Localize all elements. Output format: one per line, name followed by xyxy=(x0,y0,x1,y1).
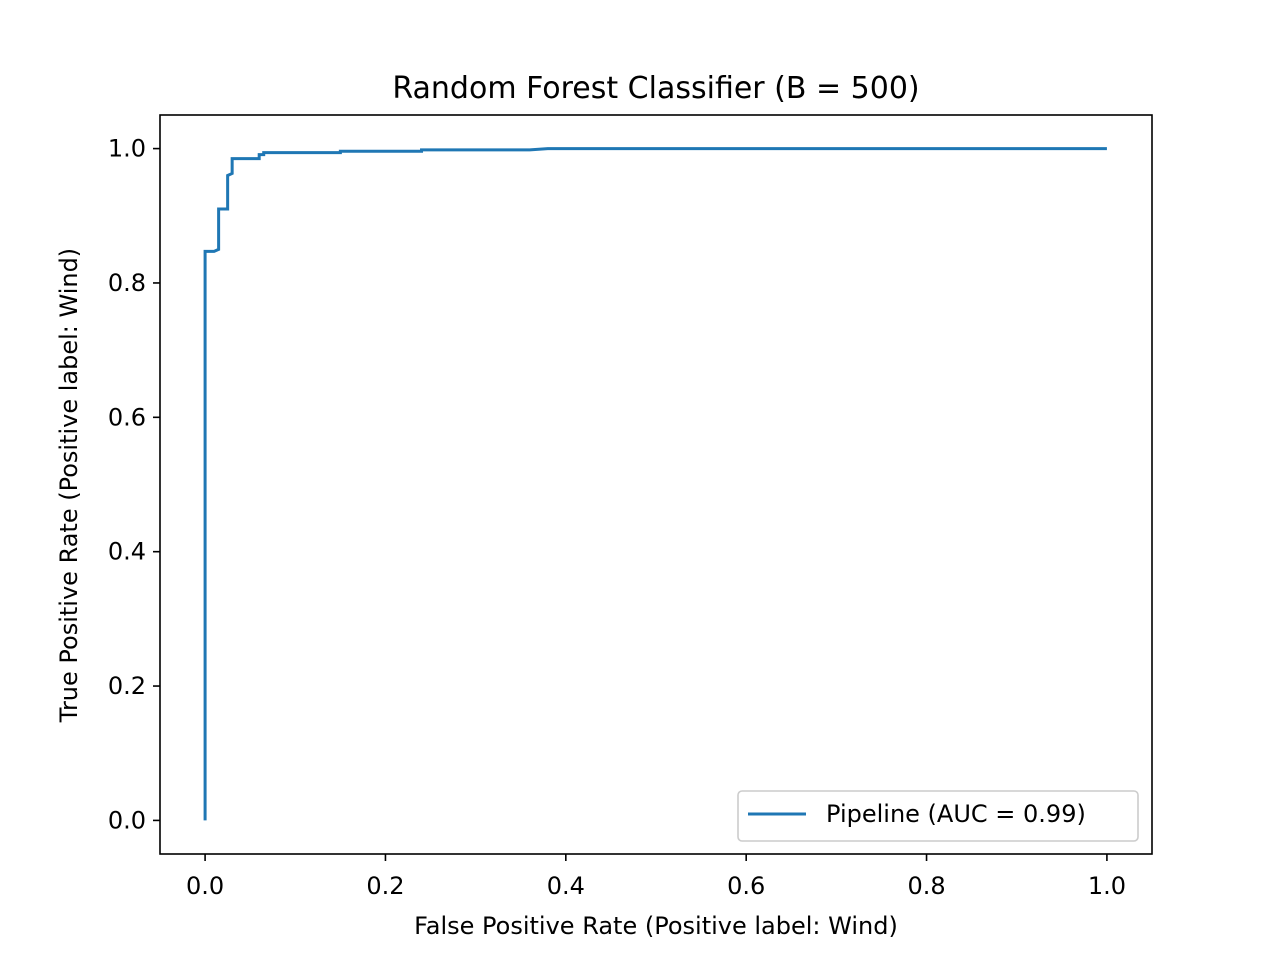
roc-curve-line xyxy=(203,147,1107,821)
x-tick-label: 0.6 xyxy=(727,872,765,900)
series-layer xyxy=(203,147,1107,821)
legend: Pipeline (AUC = 0.99) xyxy=(737,790,1139,842)
legend-box xyxy=(737,790,1139,842)
y-tick-label: 1.0 xyxy=(108,135,146,163)
x-tick-label: 0.0 xyxy=(186,872,224,900)
y-tick-label: 0.4 xyxy=(108,538,146,566)
x-axis-label: False Positive Rate (Positive label: Win… xyxy=(414,912,898,940)
x-axis-ticks: 0.0 0.2 0.4 0.6 0.8 1.0 xyxy=(186,854,1126,900)
x-tick-label: 0.4 xyxy=(547,872,585,900)
y-tick-label: 0.6 xyxy=(108,403,146,431)
y-tick-label: 0.2 xyxy=(108,672,146,700)
x-tick-label: 1.0 xyxy=(1088,872,1126,900)
y-tick-label: 0.0 xyxy=(108,806,146,834)
x-tick-label: 0.8 xyxy=(907,872,945,900)
y-tick-label: 0.8 xyxy=(108,269,146,297)
x-tick-label: 0.2 xyxy=(366,872,404,900)
legend-label: Pipeline (AUC = 0.99) xyxy=(826,800,1086,828)
axes-frame xyxy=(159,114,1153,855)
chart-title: Random Forest Classifier (B = 500) xyxy=(392,71,919,106)
y-axis-label: True Positive Rate (Positive label: Wind… xyxy=(55,248,83,723)
y-axis-ticks: 0.0 0.2 0.4 0.6 0.8 1.0 xyxy=(108,135,160,834)
